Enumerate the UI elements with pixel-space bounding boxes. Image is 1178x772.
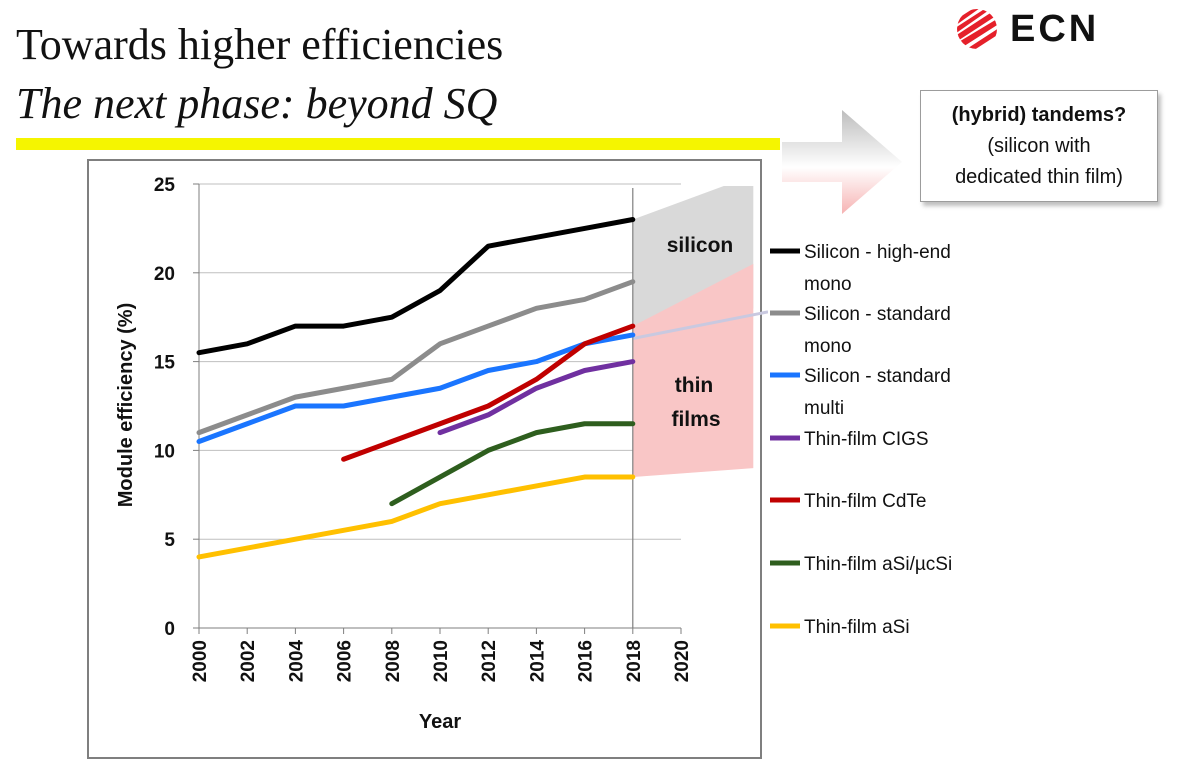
legend-label-line-1: Silicon - high-end xyxy=(804,242,951,263)
x-tick-label: 2016 xyxy=(576,640,597,682)
projection-line xyxy=(632,310,768,340)
legend-label: Thin-film CIGS xyxy=(804,429,929,450)
series-line-thin-film-asi-csi xyxy=(389,421,636,507)
region-label-thin: thin xyxy=(675,374,713,397)
ecn-logo: ECN xyxy=(952,6,1099,52)
x-tick-label: 2010 xyxy=(431,640,452,682)
callout-line-1: (silicon with xyxy=(987,135,1091,157)
series-line-thin-film-cdte xyxy=(341,323,636,462)
legend-label-line-1: Silicon - standard xyxy=(804,366,951,387)
series-line-thin-film-asi xyxy=(196,474,636,560)
x-tick-label: 2002 xyxy=(238,640,259,682)
legend-label-line-2: mono xyxy=(804,336,852,357)
region-label-films: films xyxy=(671,408,720,431)
callout-title: (hybrid) tandems? xyxy=(951,104,1127,126)
tandem-callout: (hybrid) tandems? (silicon with dedicate… xyxy=(920,90,1158,202)
y-tick-label: 20 xyxy=(154,264,175,285)
series-line-thin-film-cigs xyxy=(437,359,636,436)
x-tick-label: 2004 xyxy=(286,640,307,683)
logo-text: ECN xyxy=(1010,7,1100,50)
projection-region-thin-films xyxy=(632,263,754,478)
x-tick-label: 2020 xyxy=(672,640,693,682)
legend-label-line-2: mono xyxy=(804,274,852,295)
y-tick-label: 0 xyxy=(164,619,175,640)
x-tick-label: 2008 xyxy=(383,640,404,682)
series-line-silicon-high-end-mono xyxy=(196,217,636,356)
legend-label-line-1: Silicon - standard xyxy=(804,304,951,325)
legend-label-line-2: multi xyxy=(804,398,844,419)
ecn-logo-mark-icon xyxy=(957,9,997,49)
slide-title: Towards higher efficiencies xyxy=(16,20,504,69)
y-tick-label: 10 xyxy=(154,441,175,462)
x-tick-label: 2014 xyxy=(527,640,548,683)
callout-line-2: dedicated thin film) xyxy=(955,166,1123,188)
series-line-silicon-standard-mono xyxy=(196,279,636,436)
arrow-to-callout xyxy=(782,110,902,214)
series-line-silicon-standard-multi xyxy=(196,332,636,445)
legend-label: Thin-film aSi/µcSi xyxy=(804,554,952,575)
legend-label: Thin-film CdTe xyxy=(804,491,926,512)
y-tick-label: 5 xyxy=(164,530,175,551)
x-tick-label: 2018 xyxy=(624,640,645,682)
region-label-silicon: silicon xyxy=(667,234,734,257)
title-underline-bar xyxy=(16,138,780,150)
x-tick-label: 2006 xyxy=(335,640,356,682)
x-axis-title: Year xyxy=(419,711,461,733)
x-tick-label: 2000 xyxy=(190,640,211,682)
y-tick-label: 15 xyxy=(154,353,176,374)
y-tick-label: 25 xyxy=(154,175,176,196)
slide-subtitle: The next phase: beyond SQ xyxy=(16,79,498,128)
x-tick-label: 2012 xyxy=(479,640,500,682)
y-axis-title: Module efficiency (%) xyxy=(115,303,137,507)
legend-label: Thin-film aSi xyxy=(804,617,910,638)
